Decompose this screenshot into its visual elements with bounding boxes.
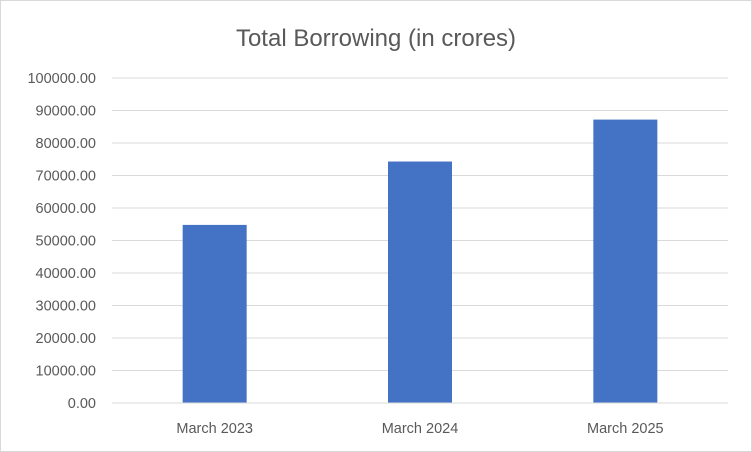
y-tick-label: 50000.00 (36, 234, 96, 250)
bar-march-2024 (388, 161, 452, 403)
y-tick-label: 40000.00 (36, 266, 96, 282)
bar-march-2023 (182, 224, 247, 403)
chart-title: Total Borrowing (in crores) (236, 25, 516, 52)
y-tick-label: 100000.00 (27, 71, 96, 87)
y-tick-label: 30000.00 (36, 299, 96, 315)
y-tick-label: 70000.00 (36, 169, 96, 185)
bar-march-2025 (593, 119, 658, 403)
bars (182, 119, 658, 403)
y-tick-label: 0.00 (68, 396, 96, 412)
x-tick-label: March 2025 (587, 421, 664, 437)
y-tick-label: 60000.00 (36, 201, 96, 217)
y-tick-label: 10000.00 (36, 364, 96, 380)
y-tick-label: 80000.00 (36, 136, 96, 152)
x-axis-tick-labels: March 2023 March 2024 March 2025 (176, 421, 663, 437)
y-axis-tick-labels: 0.00 10000.00 20000.00 30000.00 40000.00 5000… (27, 71, 96, 412)
x-tick-label: March 2024 (382, 421, 459, 437)
y-tick-label: 90000.00 (36, 104, 96, 120)
y-tick-label: 20000.00 (36, 331, 96, 347)
x-tick-label: March 2023 (176, 421, 253, 437)
